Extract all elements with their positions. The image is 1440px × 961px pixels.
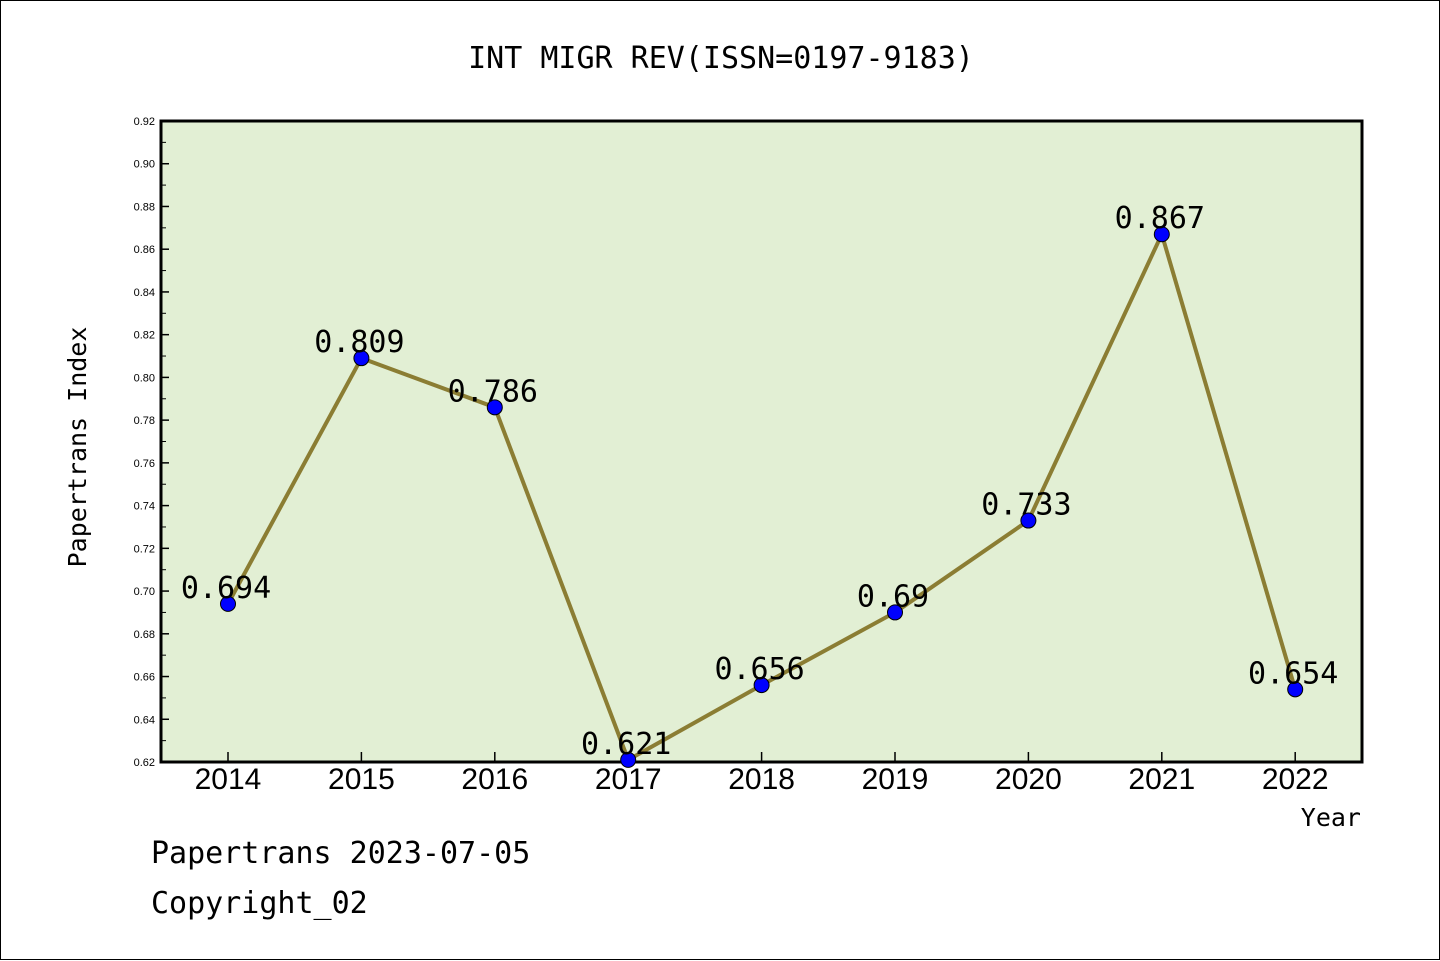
x-axis-label: Year bbox=[1301, 803, 1361, 832]
y-tick-label: 0.72 bbox=[134, 543, 155, 555]
data-label: 0.694 bbox=[181, 571, 271, 606]
y-tick-label: 0.76 bbox=[134, 458, 155, 470]
x-tick-label: 2022 bbox=[1262, 763, 1329, 796]
data-point bbox=[887, 604, 903, 621]
data-point bbox=[1153, 226, 1170, 243]
x-tick-label: 2021 bbox=[1128, 763, 1195, 796]
y-tick-label: 0.92 bbox=[134, 116, 155, 128]
x-tick-label: 2014 bbox=[195, 763, 262, 796]
x-tick-label: 2016 bbox=[461, 763, 528, 796]
x-tick-label: 2018 bbox=[728, 763, 795, 796]
y-tick-label: 0.80 bbox=[134, 372, 155, 384]
y-axis: 0.62 0.64 0.66 0.68 0.70 0.72 0.74 0.76 0.78 0.80… bbox=[134, 116, 169, 769]
y-tick-label: 0.62 bbox=[134, 757, 155, 769]
y-tick-label: 0.70 bbox=[134, 586, 155, 598]
x-tick-label: 2020 bbox=[995, 763, 1062, 796]
data-point bbox=[753, 677, 770, 694]
footer-copyright: Copyright_02 bbox=[151, 886, 368, 921]
y-tick-label: 0.74 bbox=[134, 501, 155, 513]
data-point bbox=[220, 595, 236, 612]
y-axis-label: Papertrans Index bbox=[63, 327, 92, 568]
data-label: 0.786 bbox=[448, 374, 538, 409]
y-tick-label: 0.82 bbox=[134, 330, 155, 342]
y-tick-label: 0.66 bbox=[134, 672, 155, 684]
data-point bbox=[1020, 512, 1037, 529]
data-label: 0.621 bbox=[581, 727, 671, 762]
data-label: 0.656 bbox=[714, 652, 804, 687]
data-label: 0.809 bbox=[314, 325, 404, 360]
x-tick-label: 2017 bbox=[595, 763, 662, 796]
y-tick-label: 0.64 bbox=[134, 714, 155, 726]
footer-date: Papertrans 2023-07-05 bbox=[151, 836, 531, 871]
data-point bbox=[353, 350, 370, 367]
x-axis: 2014 2015 2016 2017 2018 2019 2020 2021 2022 bbox=[195, 752, 1329, 796]
data-point bbox=[1287, 681, 1304, 698]
x-tick-label: 2019 bbox=[862, 763, 929, 796]
data-label: 0.654 bbox=[1248, 656, 1338, 691]
y-tick-label: 0.86 bbox=[134, 244, 155, 256]
y-tick-label: 0.90 bbox=[134, 159, 155, 171]
y-tick-label: 0.84 bbox=[134, 287, 155, 299]
data-point bbox=[620, 751, 637, 768]
chart-title: INT MIGR REV(ISSN=0197-9183) bbox=[468, 41, 974, 76]
x-tick-label: 2015 bbox=[328, 763, 395, 796]
data-point bbox=[486, 399, 503, 416]
y-tick-label: 0.88 bbox=[134, 201, 155, 213]
y-tick-label: 0.68 bbox=[134, 629, 155, 641]
data-label: 0.69 bbox=[857, 579, 929, 614]
series-layer: 0.694 0.809 0.786 0.621 0.656 0.69 0.733 0.867 0… bbox=[181, 201, 1338, 768]
data-label: 0.733 bbox=[981, 488, 1071, 523]
data-label: 0.867 bbox=[1115, 201, 1205, 236]
y-tick-label: 0.78 bbox=[134, 415, 155, 427]
